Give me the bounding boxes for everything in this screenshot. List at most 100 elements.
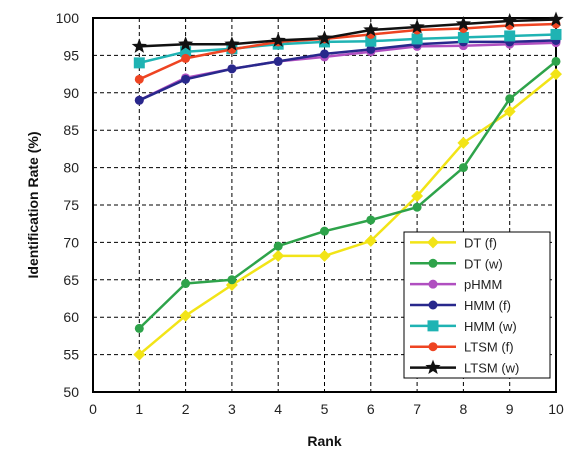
data-point — [550, 68, 562, 81]
series-phmm — [134, 38, 561, 105]
x-tick-label: 5 — [321, 401, 329, 417]
legend: DT (f) DT (w) pHMM HMM (f) HMM (w) LTSM (f) LT… — [403, 231, 551, 379]
legend-label: LTSM (f) — [464, 340, 514, 355]
series-group — [131, 11, 564, 361]
legend-item: HMM (f) — [410, 298, 511, 313]
data-point — [411, 190, 424, 203]
legend-swatch-marker — [428, 342, 438, 352]
data-point — [224, 36, 240, 51]
legend-item: DT (w) — [410, 256, 503, 271]
legend-item: HMM (w) — [410, 319, 517, 334]
data-point — [181, 279, 191, 289]
x-tick-label: 8 — [460, 401, 468, 417]
legend-item: LTSM (w) — [410, 359, 519, 376]
data-point — [550, 28, 562, 40]
x-tick-label: 0 — [89, 401, 97, 417]
data-point — [181, 74, 191, 84]
plot-border — [92, 17, 557, 393]
x-tick-label: 10 — [548, 401, 564, 417]
data-point — [318, 249, 331, 262]
legend-label: HMM (w) — [464, 319, 517, 334]
data-point — [133, 57, 145, 69]
y-tick-label: 50 — [63, 384, 79, 400]
data-point — [270, 32, 286, 47]
data-point — [458, 163, 468, 173]
data-point — [134, 74, 144, 84]
data-point — [364, 234, 377, 247]
plot-area — [92, 17, 557, 393]
data-point — [272, 249, 285, 262]
legend-label: HMM (f) — [464, 298, 511, 313]
data-point — [503, 105, 516, 118]
data-point — [227, 64, 237, 74]
x-tick-label: 9 — [506, 401, 514, 417]
data-point — [320, 226, 329, 236]
series-hmm-f — [134, 35, 561, 105]
data-point — [316, 30, 333, 45]
data-point — [412, 202, 422, 212]
data-point — [409, 19, 425, 34]
data-point — [411, 33, 423, 45]
legend-label: DT (f) — [464, 235, 497, 250]
y-axis-label: Identification Rate (%) — [25, 131, 41, 278]
data-point — [363, 22, 379, 37]
data-point — [179, 309, 192, 322]
series-dt-f — [133, 68, 562, 361]
data-point — [320, 49, 329, 59]
x-tick-label: 3 — [228, 401, 236, 417]
y-tick-label: 80 — [63, 160, 79, 176]
series-line — [138, 73, 557, 356]
data-point — [133, 348, 146, 361]
x-tick-label: 4 — [274, 401, 282, 417]
legend-label: LTSM (w) — [464, 361, 519, 376]
data-point — [178, 36, 194, 51]
series-line — [139, 18, 557, 48]
data-point — [134, 95, 144, 105]
x-tick-label: 2 — [182, 401, 190, 417]
legend-item: DT (f) — [410, 235, 497, 250]
data-point — [548, 11, 564, 26]
series-ltsm-w — [131, 11, 564, 53]
series-dt-w — [134, 56, 561, 333]
y-tick-label: 100 — [56, 10, 80, 26]
data-point — [273, 56, 283, 66]
legend-swatch-marker — [427, 236, 439, 249]
data-point — [273, 241, 283, 251]
y-tick-label: 85 — [63, 122, 79, 138]
legend-swatch-marker — [425, 359, 441, 374]
x-tick-labels: 0 1 2 3 4 5 6 7 8 9 10 — [89, 401, 564, 417]
data-point — [131, 38, 147, 53]
y-tick-label: 95 — [63, 47, 79, 63]
x-tick-label: 1 — [135, 401, 143, 417]
y-tick-label: 55 — [63, 347, 79, 363]
y-tick-label: 75 — [63, 197, 79, 213]
y-tick-label: 60 — [63, 309, 79, 325]
y-tick-label: 65 — [63, 272, 79, 288]
series-line — [138, 22, 557, 81]
data-point — [505, 94, 515, 104]
data-point — [366, 44, 376, 54]
y-tick-label: 90 — [63, 85, 79, 101]
data-point — [181, 53, 191, 63]
data-point — [366, 215, 376, 225]
data-point — [502, 13, 518, 28]
legend-swatch-marker — [427, 320, 439, 332]
data-point — [504, 30, 516, 42]
x-tick-label: 7 — [413, 401, 421, 417]
data-point — [457, 31, 469, 43]
legend-label: DT (w) — [464, 256, 503, 271]
legend-item: pHMM — [410, 277, 502, 292]
x-axis-label: Rank — [307, 433, 341, 449]
legend-item: LTSM (f) — [410, 340, 514, 355]
data-point — [457, 136, 470, 149]
data-point — [551, 56, 561, 66]
data-point — [134, 323, 144, 333]
y-tick-label: 70 — [63, 234, 79, 250]
legend-swatch-marker — [428, 279, 438, 289]
data-point — [227, 275, 237, 285]
series-line — [138, 60, 557, 330]
data-point — [180, 46, 192, 58]
x-tick-label: 6 — [367, 401, 375, 417]
data-point — [365, 35, 377, 47]
